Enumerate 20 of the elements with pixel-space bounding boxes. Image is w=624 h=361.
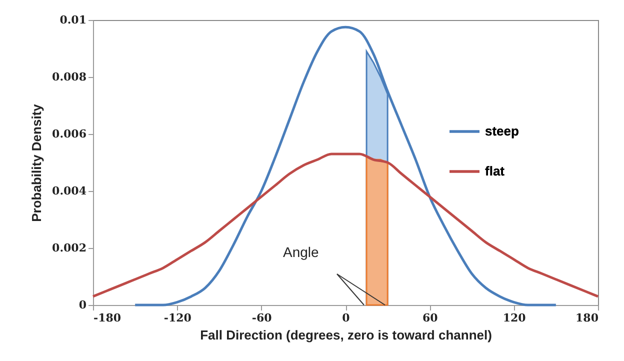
y-tick-label: 0.008 (52, 70, 87, 84)
x-tick-label: -120 (164, 312, 192, 324)
y-axis-title: Probability Density (29, 103, 44, 222)
x-axis-title: Fall Direction (degrees, zero is toward channel) (200, 328, 492, 342)
x-tick-label: -60 (252, 312, 272, 324)
x-tick-label: 60 (422, 312, 438, 324)
line-series (134, 26, 558, 306)
x-tick-label: 180 (576, 312, 599, 324)
y-tick-label: 0.01 (60, 14, 86, 26)
legend-label: steep (485, 124, 520, 138)
x-tick-label: -180 (94, 312, 122, 324)
x-tick-label: 0 (342, 312, 350, 324)
y-tick-label: 0 (78, 298, 87, 312)
legend-label: flat (485, 164, 506, 178)
annotation: Angle (283, 244, 320, 260)
x-tick-label: 120 (502, 312, 526, 324)
y-tick-label: 0.002 (52, 242, 86, 254)
y-tick-label: 0.006 (52, 128, 87, 140)
y-tick-label: 0.004 (52, 184, 87, 198)
line-series (92, 152, 600, 298)
